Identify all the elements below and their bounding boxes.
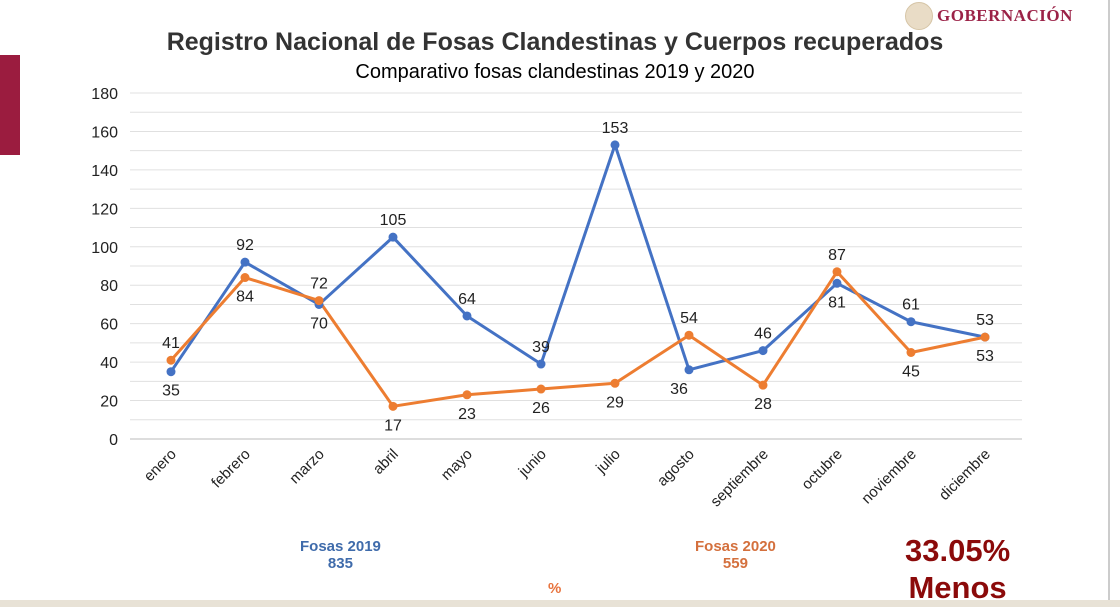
summary-2020-label: Fosas 2020: [695, 538, 776, 555]
x-tick-label: mayo: [438, 446, 476, 484]
data-label: 53: [976, 348, 994, 365]
accent-bar: [0, 55, 20, 155]
summary-2019-label: Fosas 2019: [300, 538, 381, 555]
x-tick-label: diciembre: [936, 446, 994, 504]
data-point: [388, 232, 398, 242]
y-tick-label: 160: [91, 124, 118, 141]
summary-2019: Fosas 2019 835: [300, 538, 381, 572]
data-point: [906, 317, 916, 327]
data-label: 84: [236, 289, 254, 306]
summary-2019-total: 835: [327, 555, 353, 572]
slide-bottom-border: [0, 600, 1120, 607]
change-percent: 33.05%: [905, 533, 1011, 568]
slide-edge: [1108, 0, 1110, 607]
data-label: 105: [380, 212, 407, 229]
data-point: [684, 365, 694, 375]
series-line-2019: [169, 143, 986, 373]
data-point: [610, 140, 620, 150]
x-tick-label: agosto: [654, 446, 698, 490]
data-label: 26: [532, 400, 550, 417]
data-label: 72: [310, 276, 328, 293]
data-label: 17: [384, 417, 402, 434]
data-label: 54: [680, 310, 698, 327]
x-tick-label: octubre: [798, 446, 845, 493]
y-tick-label: 40: [100, 355, 118, 372]
data-point: [832, 278, 842, 288]
data-label: 45: [902, 364, 920, 381]
data-point: [462, 390, 472, 400]
data-point: [166, 355, 176, 365]
data-point: [832, 267, 842, 277]
data-label: 92: [236, 237, 254, 254]
change-summary: 33.05% Menos: [905, 532, 1010, 606]
data-point: [462, 311, 472, 321]
summary-2020-total: 559: [722, 555, 748, 572]
x-tick-label: julio: [592, 446, 624, 478]
data-label: 39: [532, 339, 550, 356]
data-point: [980, 332, 990, 342]
x-tick-label: septiembre: [707, 446, 771, 510]
data-point: [388, 401, 398, 411]
data-point: [536, 359, 546, 369]
y-tick-label: 20: [100, 394, 118, 411]
y-tick-label: 120: [91, 201, 118, 218]
x-tick-label: enero: [141, 446, 180, 485]
percent-sign: %: [548, 580, 562, 597]
change-word: Menos: [908, 570, 1007, 605]
x-tick-label: marzo: [286, 446, 327, 487]
x-tick-label: noviembre: [858, 446, 920, 508]
data-label: 153: [602, 120, 629, 137]
data-label: 70: [310, 315, 328, 332]
y-tick-label: 180: [91, 86, 118, 103]
data-point: [536, 384, 546, 394]
data-point: [758, 346, 768, 356]
data-point: [314, 296, 324, 306]
summary-2020: Fosas 2020 559: [695, 538, 776, 572]
data-label: 87: [828, 247, 846, 264]
data-point: [610, 378, 620, 388]
data-point: [240, 273, 250, 283]
x-tick-label: junio: [515, 446, 550, 481]
y-tick-label: 140: [91, 163, 118, 180]
data-label: 64: [458, 291, 476, 308]
chart-subtitle: Comparativo fosas clandestinas 2019 y 20…: [355, 61, 755, 83]
seal-icon: [905, 2, 933, 30]
gobernacion-logo: GOBERNACIÓN: [905, 2, 1073, 30]
data-point: [240, 257, 250, 267]
x-tick-label: febrero: [208, 446, 254, 492]
data-point: [758, 380, 768, 390]
chart-title: Registro Nacional de Fosas Clandestinas …: [166, 28, 944, 56]
y-tick-label: 80: [100, 278, 118, 295]
data-label: 41: [162, 335, 180, 352]
data-label: 81: [828, 294, 846, 311]
data-point: [906, 348, 916, 357]
data-label: 28: [754, 396, 772, 413]
data-label: 29: [606, 394, 624, 411]
data-point: [166, 367, 176, 377]
data-label: 36: [670, 381, 688, 398]
data-point: [684, 330, 694, 340]
data-label: 61: [902, 297, 920, 314]
data-label: 53: [976, 312, 994, 329]
series-line-2020: [169, 270, 986, 408]
data-label: 46: [754, 326, 772, 343]
data-label: 23: [458, 406, 476, 423]
data-label: 35: [162, 383, 180, 400]
y-tick-label: 60: [100, 317, 118, 334]
x-tick-label: abril: [370, 446, 402, 478]
y-tick-label: 100: [91, 240, 118, 257]
y-tick-label: 0: [109, 432, 118, 449]
logo-text: GOBERNACIÓN: [937, 6, 1073, 25]
